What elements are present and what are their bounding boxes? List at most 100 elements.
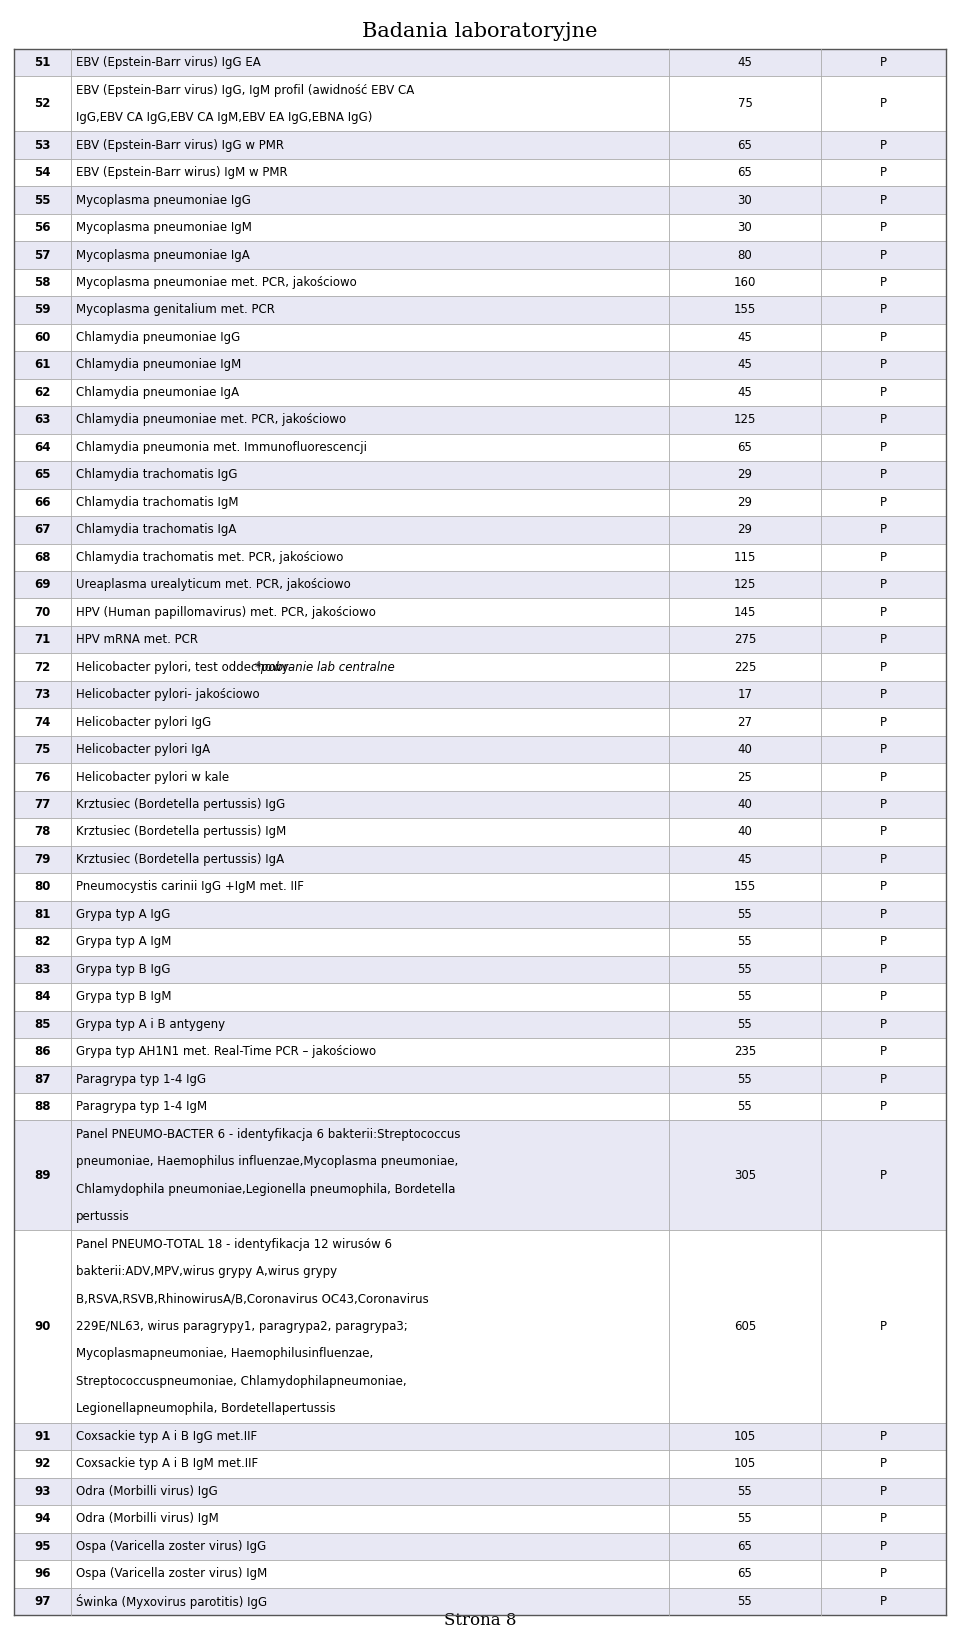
Text: 95: 95 <box>35 1540 51 1553</box>
Text: P: P <box>880 1169 887 1183</box>
Bar <box>14 186 946 214</box>
Bar <box>14 296 946 324</box>
Text: 55: 55 <box>35 194 51 206</box>
Text: 65: 65 <box>737 441 753 455</box>
Text: 69: 69 <box>35 578 51 591</box>
Text: P: P <box>880 524 887 537</box>
Text: 54: 54 <box>35 166 51 180</box>
Text: P: P <box>880 771 887 784</box>
Text: EBV (Epstein-Barr virus) IgG EA: EBV (Epstein-Barr virus) IgG EA <box>76 56 261 69</box>
Text: 72: 72 <box>35 660 51 674</box>
Text: 275: 275 <box>733 632 756 646</box>
Bar <box>14 736 946 763</box>
Text: 76: 76 <box>35 771 51 784</box>
Text: P: P <box>880 1512 887 1525</box>
Text: 73: 73 <box>35 688 51 702</box>
Text: 229E/NL63, wirus paragrypy1, paragrypa2, paragrypa3;: 229E/NL63, wirus paragrypy1, paragrypa2,… <box>76 1319 408 1332</box>
Text: P: P <box>880 1018 887 1031</box>
Text: 55: 55 <box>737 1512 753 1525</box>
Bar <box>14 983 946 1011</box>
Text: Krztusiec (Bordetella pertussis) IgM: Krztusiec (Bordetella pertussis) IgM <box>76 825 286 838</box>
Bar <box>14 680 946 708</box>
Bar <box>14 544 946 572</box>
Text: P: P <box>880 881 887 893</box>
Text: Mycoplasma pneumoniae IgM: Mycoplasma pneumoniae IgM <box>76 221 252 234</box>
Text: P: P <box>880 660 887 674</box>
Bar <box>14 489 946 516</box>
Text: P: P <box>880 1072 887 1085</box>
Text: 105: 105 <box>733 1458 756 1471</box>
Text: HPV (Human papillomavirus) met. PCR, jakościowo: HPV (Human papillomavirus) met. PCR, jak… <box>76 606 376 619</box>
Bar <box>14 461 946 489</box>
Text: B,RSVA,RSVB,RhinowirusA/B,Coronavirus OC43,Coronavirus: B,RSVA,RSVB,RhinowirusA/B,Coronavirus OC… <box>76 1293 429 1306</box>
Text: 75: 75 <box>737 97 753 110</box>
Text: P: P <box>880 1046 887 1059</box>
Text: P: P <box>880 468 887 481</box>
Text: P: P <box>880 632 887 646</box>
Text: 65: 65 <box>737 1540 753 1553</box>
Bar <box>14 351 946 379</box>
Text: Badania laboratoryjne: Badania laboratoryjne <box>362 21 598 41</box>
Bar <box>14 76 946 132</box>
Text: P: P <box>880 413 887 427</box>
Text: 61: 61 <box>35 359 51 372</box>
Text: 27: 27 <box>737 715 753 728</box>
Text: 225: 225 <box>733 660 756 674</box>
Text: Chlamydia trachomatis IgA: Chlamydia trachomatis IgA <box>76 524 236 537</box>
Text: P: P <box>880 496 887 509</box>
Text: P: P <box>880 1458 887 1471</box>
Text: P: P <box>880 825 887 838</box>
Text: 62: 62 <box>35 385 51 399</box>
Text: 45: 45 <box>737 56 753 69</box>
Text: 155: 155 <box>733 303 756 316</box>
Text: 85: 85 <box>35 1018 51 1031</box>
Text: pertussis: pertussis <box>76 1211 130 1224</box>
Text: Coxsackie typ A i B IgM met.IIF: Coxsackie typ A i B IgM met.IIF <box>76 1458 258 1471</box>
Text: IgG,EBV CA IgG,EBV CA IgM,EBV EA IgG,EBNA IgG): IgG,EBV CA IgG,EBV CA IgM,EBV EA IgG,EBN… <box>76 112 372 124</box>
Bar <box>14 1011 946 1038</box>
Bar <box>14 1038 946 1066</box>
Text: Ospa (Varicella zoster virus) IgM: Ospa (Varicella zoster virus) IgM <box>76 1568 267 1579</box>
Text: 92: 92 <box>35 1458 51 1471</box>
Bar <box>14 598 946 626</box>
Text: Mycoplasma pneumoniae met. PCR, jakościowo: Mycoplasma pneumoniae met. PCR, jakościo… <box>76 277 357 288</box>
Text: 65: 65 <box>737 1568 753 1579</box>
Text: 96: 96 <box>35 1568 51 1579</box>
Text: P: P <box>880 688 887 702</box>
Text: EBV (Epstein-Barr wirus) IgM w PMR: EBV (Epstein-Barr wirus) IgM w PMR <box>76 166 288 180</box>
Bar <box>14 1066 946 1094</box>
Text: 125: 125 <box>733 413 756 427</box>
Text: 82: 82 <box>35 935 51 949</box>
Text: 59: 59 <box>35 303 51 316</box>
Text: Grypa typ B IgM: Grypa typ B IgM <box>76 990 172 1003</box>
Text: P: P <box>880 606 887 619</box>
Text: 55: 55 <box>737 1486 753 1497</box>
Text: P: P <box>880 1486 887 1497</box>
Bar <box>14 242 946 268</box>
Text: 80: 80 <box>35 881 51 893</box>
Text: Coxsackie typ A i B IgG met.IIF: Coxsackie typ A i B IgG met.IIF <box>76 1430 257 1443</box>
Text: 84: 84 <box>35 990 51 1003</box>
Text: Odra (Morbilli virus) IgM: Odra (Morbilli virus) IgM <box>76 1512 219 1525</box>
Text: Grypa typ A i B antygeny: Grypa typ A i B antygeny <box>76 1018 226 1031</box>
Text: 57: 57 <box>35 249 51 262</box>
Text: 105: 105 <box>733 1430 756 1443</box>
Text: 65: 65 <box>737 166 753 180</box>
Text: 125: 125 <box>733 578 756 591</box>
Text: 86: 86 <box>35 1046 51 1059</box>
Text: P: P <box>880 1568 887 1579</box>
Text: 74: 74 <box>35 715 51 728</box>
Bar <box>14 626 946 654</box>
Bar <box>14 1477 946 1505</box>
Text: Chlamydia pneumoniae IgM: Chlamydia pneumoniae IgM <box>76 359 241 372</box>
Text: P: P <box>880 715 887 728</box>
Text: P: P <box>880 194 887 206</box>
Text: Helicobacter pylori- jakościowo: Helicobacter pylori- jakościowo <box>76 688 259 702</box>
Text: P: P <box>880 303 887 316</box>
Bar <box>14 433 946 461</box>
Text: Ospa (Varicella zoster virus) IgG: Ospa (Varicella zoster virus) IgG <box>76 1540 266 1553</box>
Text: EBV (Epstein-Barr virus) IgG w PMR: EBV (Epstein-Barr virus) IgG w PMR <box>76 138 284 152</box>
Text: Mycoplasma pneumoniae IgG: Mycoplasma pneumoniae IgG <box>76 194 251 206</box>
Text: Grypa typ A IgM: Grypa typ A IgM <box>76 935 172 949</box>
Text: 80: 80 <box>737 249 753 262</box>
